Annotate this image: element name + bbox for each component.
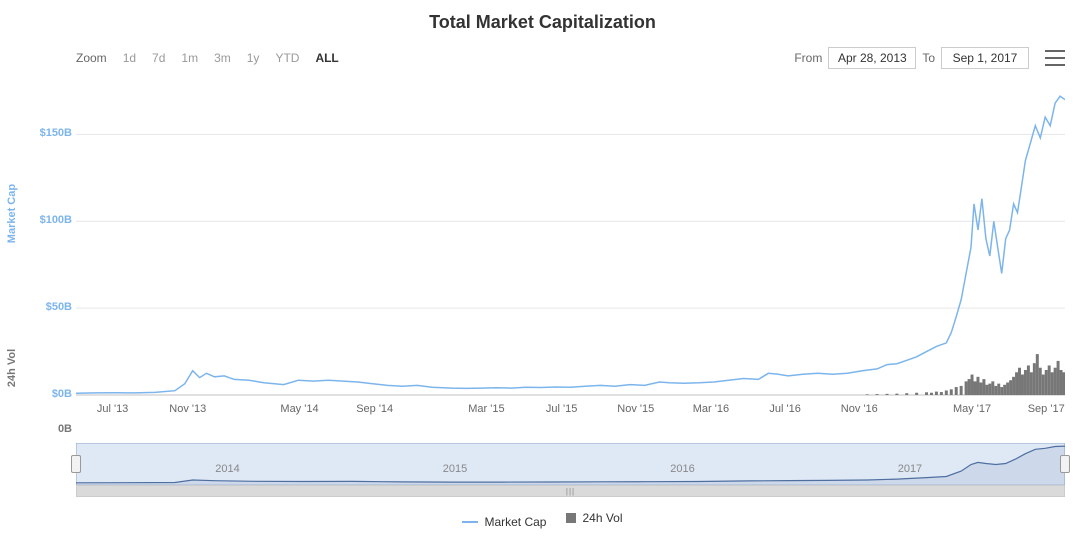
y-axis-marketcap-title: Market Cap <box>6 184 18 243</box>
x-tick-label: Mar '15 <box>468 403 504 415</box>
to-label: To <box>922 51 935 65</box>
x-tick-label: Jul '13 <box>97 403 128 415</box>
x-tick-label: Nov '13 <box>169 403 206 415</box>
zoom-button-ytd[interactable]: YTD <box>267 48 307 68</box>
box-swatch-icon <box>566 513 576 523</box>
from-label: From <box>794 51 822 65</box>
chart-svg[interactable] <box>76 85 1065 425</box>
legend: Market Cap 24h Vol <box>0 497 1085 529</box>
x-tick-label: Mar '16 <box>693 403 729 415</box>
x-tick-label: Nov '16 <box>841 403 878 415</box>
line-swatch-icon <box>462 521 478 523</box>
navigator-scrollbar-thumb[interactable]: ||| <box>77 486 1064 496</box>
zoom-button-all[interactable]: ALL <box>307 48 346 68</box>
navigator-handle-left[interactable] <box>71 455 81 473</box>
zoom-button-1y[interactable]: 1y <box>239 48 268 68</box>
chart-container: Total Market Capitalization Zoom 1d7d1m3… <box>0 0 1085 557</box>
x-tick-label: Jul '16 <box>769 403 800 415</box>
legend-item-24h-vol[interactable]: 24h Vol <box>566 511 622 525</box>
x-tick-label: Sep '14 <box>356 403 393 415</box>
legend-label: 24h Vol <box>582 511 622 525</box>
x-tick-label: Jul '15 <box>546 403 577 415</box>
y-tick-label: $150B <box>26 127 72 139</box>
from-date-input[interactable]: Apr 28, 2013 <box>828 47 916 69</box>
y-axis-volume-title: 24h Vol <box>6 349 18 387</box>
y-tick-label: $100B <box>26 214 72 226</box>
zoom-button-3m[interactable]: 3m <box>206 48 239 68</box>
x-tick-label: Nov '15 <box>617 403 654 415</box>
y-tick-label: $0B <box>26 388 72 400</box>
navigator-year-label: 2017 <box>898 463 922 475</box>
to-date-input[interactable]: Sep 1, 2017 <box>941 47 1029 69</box>
zoom-buttons: 1d7d1m3m1yYTDALL <box>115 48 347 68</box>
y-tick-label: $50B <box>26 301 72 313</box>
navigator-year-label: 2015 <box>443 463 467 475</box>
zoom-label: Zoom <box>76 51 107 65</box>
chart-title: Total Market Capitalization <box>0 0 1085 41</box>
y-vol-tick-label: 0B <box>26 423 72 435</box>
x-tick-label: Sep '17 <box>1028 403 1065 415</box>
zoom-button-7d[interactable]: 7d <box>144 48 173 68</box>
zoom-button-1m[interactable]: 1m <box>173 48 206 68</box>
navigator-scrollbar[interactable]: ||| <box>76 485 1065 497</box>
controls-row: Zoom 1d7d1m3m1yYTDALL From Apr 28, 2013 … <box>0 41 1085 75</box>
navigator[interactable]: 2014 2015 2016 2017 ||| <box>76 443 1065 497</box>
zoom-button-1d[interactable]: 1d <box>115 48 144 68</box>
date-range: From Apr 28, 2013 To Sep 1, 2017 <box>794 47 1029 69</box>
navigator-year-label: 2014 <box>215 463 239 475</box>
legend-item-market-cap[interactable]: Market Cap <box>462 515 546 529</box>
legend-label: Market Cap <box>484 515 546 529</box>
hamburger-menu-icon[interactable] <box>1045 50 1065 66</box>
x-tick-label: May '14 <box>280 403 318 415</box>
plot-area: Market Cap 24h Vol $0B$50B$100B$150B0B J… <box>20 85 1065 425</box>
navigator-handle-right[interactable] <box>1060 455 1070 473</box>
navigator-year-label: 2016 <box>670 463 694 475</box>
x-tick-label: May '17 <box>953 403 991 415</box>
